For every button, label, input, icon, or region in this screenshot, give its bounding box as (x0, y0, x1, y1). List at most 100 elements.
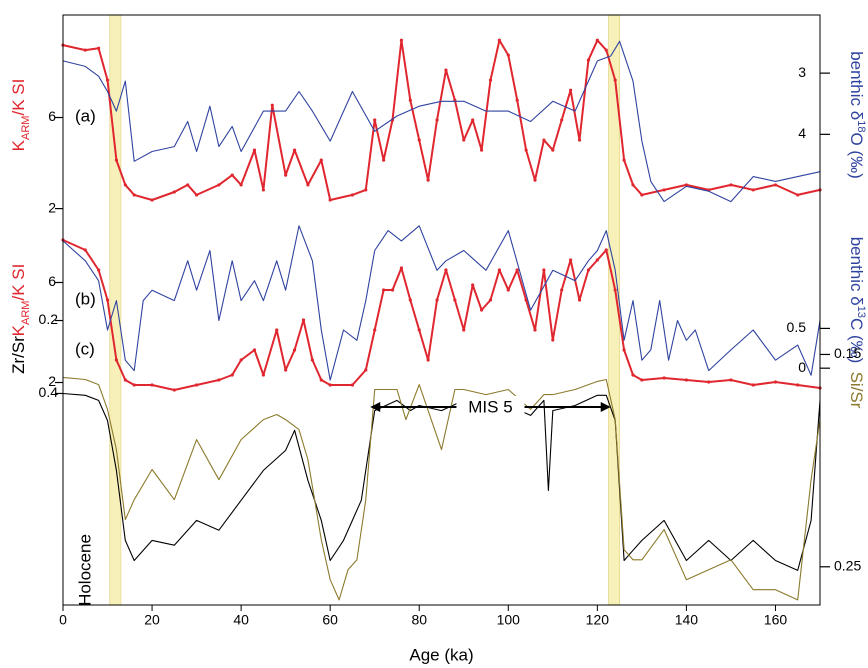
data-point (595, 258, 599, 262)
data-point (707, 380, 711, 384)
data-point (373, 328, 377, 332)
x-axis-label: Age (ka) (409, 645, 473, 664)
data-point (577, 298, 582, 302)
data-point (631, 183, 635, 187)
x-tick-label: 120 (586, 612, 610, 628)
data-point (132, 193, 136, 197)
data-line (62, 239, 821, 391)
y2-tick-label: 0.5 (787, 319, 807, 335)
data-point (319, 158, 323, 162)
data-point (194, 383, 199, 387)
data-point (542, 268, 546, 272)
data-point (350, 383, 355, 387)
data-point (301, 318, 306, 322)
data-point (83, 48, 87, 52)
data-point (471, 283, 475, 287)
panel-label: (c) (75, 339, 95, 358)
data-point (364, 188, 368, 192)
data-point (261, 188, 265, 192)
data-point (114, 358, 119, 362)
data-point (506, 53, 510, 57)
data-point (382, 158, 386, 162)
y-axis-label-part: K (9, 324, 28, 336)
data-point (497, 38, 501, 42)
y-axis-label-part: ARM (20, 116, 32, 140)
data-point (729, 183, 733, 187)
data-point (150, 383, 154, 387)
data-point (729, 378, 733, 382)
data-point (551, 148, 555, 152)
y2-axis-label: benthic δ18O (‰) (847, 51, 868, 179)
y2-tick-label: 4 (798, 125, 806, 141)
data-line (62, 40, 821, 203)
data-point (796, 383, 800, 387)
y-axis-label: KARM/K SI (9, 264, 31, 337)
y-axis-label-part: /K SI (9, 79, 28, 116)
data-point (261, 373, 265, 377)
data-line (62, 225, 821, 381)
data-point (105, 78, 110, 82)
y2-axis-label-part: Si/Sr (847, 372, 866, 409)
data-point (524, 148, 528, 152)
data-point (462, 328, 466, 332)
x-tick-label: 0 (59, 612, 67, 628)
data-point (97, 268, 101, 272)
data-point (252, 348, 257, 352)
arrow-head (370, 402, 381, 412)
data-point (292, 348, 297, 352)
panel-label: (b) (75, 289, 96, 308)
annotation: Holocene (75, 534, 94, 606)
data-point (230, 373, 234, 377)
data-point (613, 78, 617, 82)
y-axis-label: KARM/K SI (9, 79, 31, 152)
data-point (524, 298, 528, 302)
data-point (560, 288, 564, 292)
data-point (292, 148, 297, 152)
data-point (435, 118, 439, 122)
data-point (560, 118, 564, 122)
y2-axis-label-part: 13 (855, 306, 867, 318)
x-tick-label: 140 (675, 612, 699, 628)
data-point (506, 288, 510, 292)
y2-axis-label-part: benthic δ (847, 51, 866, 120)
y-axis-label: Zr/Sr (9, 336, 28, 374)
data-point (604, 48, 608, 52)
y2-axis-label: Si/Sr (847, 372, 866, 409)
y-axis-label-part: ARM (20, 301, 32, 325)
x-tick-label: 160 (764, 612, 788, 628)
data-point (328, 383, 332, 387)
data-point (408, 298, 412, 302)
data-point (577, 138, 582, 142)
data-point (488, 298, 493, 302)
data-point (399, 266, 404, 270)
y2-tick-label: 3 (798, 64, 806, 80)
data-point (462, 138, 466, 142)
panel-label: (a) (75, 106, 96, 125)
data-point (435, 298, 439, 302)
y-axis-label-part: /K SI (9, 264, 28, 301)
y2-axis-label-part: C (‰) (847, 318, 866, 363)
data-point (622, 348, 626, 352)
data-point (751, 383, 755, 387)
data-point (773, 380, 778, 384)
data-point (640, 193, 644, 197)
data-point (533, 328, 537, 332)
data-point (132, 383, 136, 387)
data-point (382, 288, 386, 292)
data-point (364, 368, 368, 372)
data-point (390, 288, 395, 292)
data-point (97, 46, 101, 50)
y-tick-label: 2 (48, 373, 56, 389)
data-point (515, 268, 519, 272)
data-point (684, 183, 689, 187)
data-point (569, 88, 573, 92)
data-point (684, 378, 689, 382)
data-point (479, 308, 484, 312)
x-tick-label: 100 (497, 612, 521, 628)
data-point (350, 193, 355, 197)
y2-tick-label: 0.15 (834, 345, 861, 361)
data-point (444, 68, 448, 72)
data-point (105, 298, 110, 302)
arrow-head (600, 402, 611, 412)
y2-axis-label-part: O (‰) (847, 132, 866, 178)
